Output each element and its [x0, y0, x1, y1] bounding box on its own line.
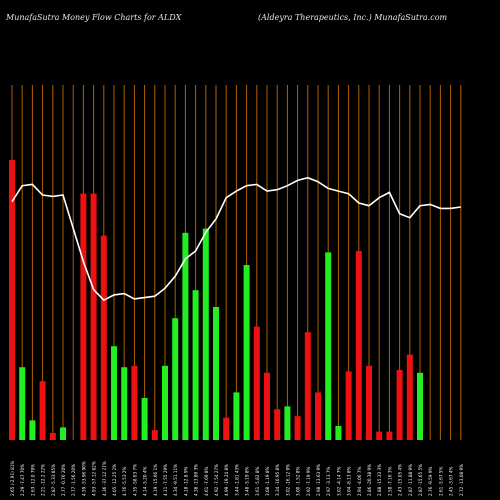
- flow-bar: [49, 433, 56, 440]
- x-tick-label: 2.87 -11.88 9%: [408, 464, 413, 496]
- x-tick-label: 4.99 -19.24 8%: [224, 464, 229, 496]
- money-flow-line: [11, 176, 461, 302]
- flow-bar: [111, 346, 117, 440]
- flow-bar: [345, 371, 352, 440]
- x-tick-label: 2.29 -7.47 70%: [20, 464, 25, 496]
- flow-bar: [213, 307, 219, 440]
- flow-bar: [141, 398, 148, 440]
- x-tick-label: 2.65 (-2.91) 81%: [10, 461, 15, 496]
- flow-bar: [253, 326, 260, 440]
- flow-bar: [304, 332, 311, 440]
- flow-bar: [80, 193, 87, 440]
- flow-bar: [9, 160, 15, 440]
- bars: [9, 160, 423, 440]
- x-tick-label: 4.36 -37.12 27%: [102, 461, 107, 496]
- chart-title: MunafaSutra Money Flow Charts for ALDX: [6, 13, 182, 22]
- flow-bar: [192, 290, 199, 440]
- x-tick-label: 4.18 -12.8 9%: [183, 467, 188, 496]
- grid: [11, 85, 462, 440]
- flow-bar: [162, 365, 168, 440]
- flow-bar: [396, 370, 403, 440]
- x-tick-labels: 2.65 (-2.91) 81% 2.29 -7.47 70% 2.63 -12.0…: [10, 461, 464, 496]
- x-tick-label: 2.97 -3.13 7%: [326, 467, 331, 496]
- flow-bar: [417, 372, 423, 440]
- flow-bar: [172, 318, 179, 440]
- x-tick-label: 2.76 -9.59 9%: [428, 467, 433, 496]
- x-tick-label: 3.04 -8.13 8%: [347, 467, 352, 496]
- x-tick-label: 2.87 -5.33 85%: [51, 464, 56, 496]
- flow-bar: [274, 409, 281, 440]
- x-tick-label: 2.21 -12.2 22%: [41, 464, 46, 496]
- x-tick-label: 2.87 -15.65 5%: [418, 464, 423, 496]
- x-tick-label: 3.02 -4.14 7%: [336, 467, 341, 496]
- x-tick-label: 2.92 -7.19 9%: [306, 467, 311, 496]
- x-tick-label: 3.61 -5.82 8%: [255, 467, 260, 496]
- x-tick-label: 2.61 -5.67 5%: [438, 467, 443, 496]
- x-tick-label: 2.63 -12.0 79%: [30, 464, 35, 496]
- x-tick-label: 4.14 -5.20 4%: [143, 467, 148, 496]
- flow-bar: [386, 431, 393, 440]
- x-tick-label: 3.44 -1.81 43%: [234, 464, 239, 496]
- x-tick-label: 2.86 -20.38 9%: [367, 464, 372, 496]
- x-tick-label: 2.72 -13.08 9%: [459, 464, 464, 496]
- flow-bar: [29, 420, 36, 440]
- x-tick-label: 4.38 -13.89 3%: [194, 464, 199, 496]
- flow-bar: [284, 406, 291, 440]
- flow-bar: [121, 367, 128, 440]
- flow-bar: [233, 392, 240, 440]
- flow-bar: [223, 417, 230, 440]
- flow-bar: [366, 365, 372, 440]
- flow-bar: [243, 265, 250, 440]
- series-line: [11, 176, 461, 302]
- x-tick-label: 4.93 -57.12 82%: [92, 461, 97, 496]
- flow-bar: [131, 365, 138, 440]
- flow-bar: [100, 235, 107, 440]
- x-tick-label: 2.77 -1.56 20%: [71, 464, 76, 496]
- flow-bar: [19, 367, 26, 440]
- flow-bar: [60, 427, 66, 440]
- flow-bar: [182, 232, 189, 440]
- flow-bar: [264, 372, 270, 440]
- flow-bar: [39, 381, 46, 440]
- x-tick-label: 4.11 -7.55 29%: [163, 464, 168, 496]
- flow-bar: [202, 228, 209, 440]
- x-tick-label: 4.92 -7.54 27%: [214, 464, 219, 496]
- x-tick-label: 2.45 -3.67 4%: [449, 467, 454, 496]
- flow-bar: [294, 416, 301, 440]
- x-tick-label: 2.94 -4.06 7%: [357, 467, 362, 496]
- x-tick-label: 4.19 -15.66 1%: [153, 464, 158, 496]
- flow-bar: [315, 392, 321, 440]
- x-tick-label: 4.59 -53.96 90%: [81, 461, 86, 496]
- x-tick-label: 2.98 -13.63 9%: [316, 464, 321, 496]
- x-tick-label: 4.76 -5.53 2%: [122, 467, 127, 496]
- chart-subtitle: (Aldeyra Therapeutics, Inc.) MunafaSutra…: [258, 13, 448, 22]
- x-tick-label: 3.02 -16.12 9%: [285, 464, 290, 496]
- flow-bar: [355, 251, 362, 440]
- x-tick-label: 3.00 -1.52 8%: [296, 467, 301, 496]
- x-tick-label: 3.48 -5.19 8%: [245, 467, 250, 496]
- flow-bar: [90, 193, 97, 440]
- flow-bar: [406, 354, 413, 440]
- x-tick-label: 2.88 -15.33 3%: [377, 464, 382, 496]
- x-tick-label: 2.58 -7.16 3%: [387, 467, 392, 496]
- x-tick-label: 2.43 -15.05 4%: [398, 464, 403, 496]
- flow-bar: [325, 252, 332, 440]
- x-tick-label: 4.34 -9.51 11%: [173, 464, 178, 496]
- x-tick-label: 3.08 -1.19 8%: [265, 467, 270, 496]
- x-tick-label: 3.34 -10.95 8%: [275, 464, 280, 496]
- x-tick-label: 4.61 -7.69 8%: [204, 467, 209, 496]
- flow-bar: [335, 426, 342, 440]
- x-tick-label: 4.35 -58.63 7%: [132, 464, 137, 496]
- flow-bar: [151, 430, 158, 440]
- flow-bar: [376, 431, 383, 440]
- x-tick-label: 2.77 -0.76 20%: [61, 464, 66, 496]
- x-tick-label: 4.05 -12.25 2%: [112, 464, 117, 496]
